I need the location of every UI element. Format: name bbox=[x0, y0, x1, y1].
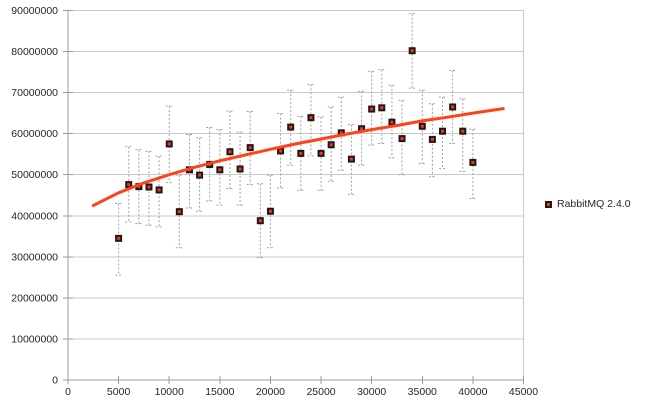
x-tick-label: 25000 bbox=[306, 386, 335, 398]
data-point-marker-center bbox=[289, 125, 293, 129]
x-tick-label: 15000 bbox=[205, 386, 234, 398]
data-point-marker-center bbox=[380, 106, 384, 110]
data-point-marker-center bbox=[157, 188, 161, 192]
data-point-marker-center bbox=[228, 150, 232, 154]
data-point-marker-center bbox=[410, 49, 414, 53]
data-point-marker-center bbox=[127, 183, 131, 187]
data-point-marker-center bbox=[329, 143, 333, 147]
data-point-marker-center bbox=[471, 160, 475, 164]
data-point-marker-center bbox=[248, 146, 252, 150]
data-point-marker-center bbox=[339, 131, 343, 135]
y-tick-label: 50000000 bbox=[11, 169, 58, 181]
y-tick-label: 10000000 bbox=[11, 333, 58, 345]
data-point-marker-center bbox=[441, 129, 445, 133]
y-tick-label: 40000000 bbox=[11, 210, 58, 222]
data-point-marker-center bbox=[400, 137, 404, 141]
data-point-marker-center bbox=[451, 105, 455, 109]
data-point-marker-center bbox=[309, 116, 313, 120]
data-point-marker-center bbox=[167, 142, 171, 146]
data-point-marker-center bbox=[177, 210, 181, 214]
legend-label: RabbitMQ 2.4.0 bbox=[557, 198, 631, 210]
x-tick-label: 10000 bbox=[155, 386, 184, 398]
data-point-marker-center bbox=[319, 151, 323, 155]
y-tick-label: 60000000 bbox=[11, 128, 58, 140]
y-tick-label: 0 bbox=[52, 375, 58, 387]
x-tick-label: 35000 bbox=[408, 386, 437, 398]
x-tick-label: 40000 bbox=[458, 386, 487, 398]
data-point-marker-center bbox=[420, 124, 424, 128]
data-point-marker-center bbox=[390, 120, 394, 124]
legend-marker-icon bbox=[545, 200, 552, 208]
data-point-marker-center bbox=[147, 185, 151, 189]
trend-line bbox=[91, 107, 505, 207]
x-tick-label: 5000 bbox=[107, 386, 131, 398]
data-point-marker-center bbox=[198, 173, 202, 177]
data-point-marker-center bbox=[299, 151, 303, 155]
data-point-marker-center bbox=[360, 127, 364, 131]
y-tick-label: 80000000 bbox=[11, 46, 58, 58]
x-tick-label: 30000 bbox=[357, 386, 386, 398]
data-point-marker-center bbox=[461, 129, 465, 133]
data-point-marker-center bbox=[137, 185, 141, 189]
x-tick-label: 20000 bbox=[256, 386, 285, 398]
data-point-marker-center bbox=[238, 167, 242, 171]
data-point-marker-center bbox=[430, 137, 434, 141]
data-point-marker-center bbox=[218, 168, 222, 172]
y-tick-label: 70000000 bbox=[11, 87, 58, 99]
y-tick-label: 90000000 bbox=[11, 5, 58, 17]
y-tick-label: 20000000 bbox=[11, 292, 58, 304]
data-point-marker-center bbox=[258, 219, 262, 223]
x-tick-label: 45000 bbox=[509, 386, 538, 398]
legend: RabbitMQ 2.4.0 bbox=[545, 198, 631, 210]
data-point-marker-center bbox=[268, 209, 272, 213]
x-tick-label: 0 bbox=[65, 386, 71, 398]
y-tick-label: 30000000 bbox=[11, 251, 58, 263]
data-point-marker-center bbox=[370, 107, 374, 111]
data-point-marker-center bbox=[279, 149, 283, 153]
data-point-marker-center bbox=[117, 236, 121, 240]
data-point-marker-center bbox=[349, 157, 353, 161]
